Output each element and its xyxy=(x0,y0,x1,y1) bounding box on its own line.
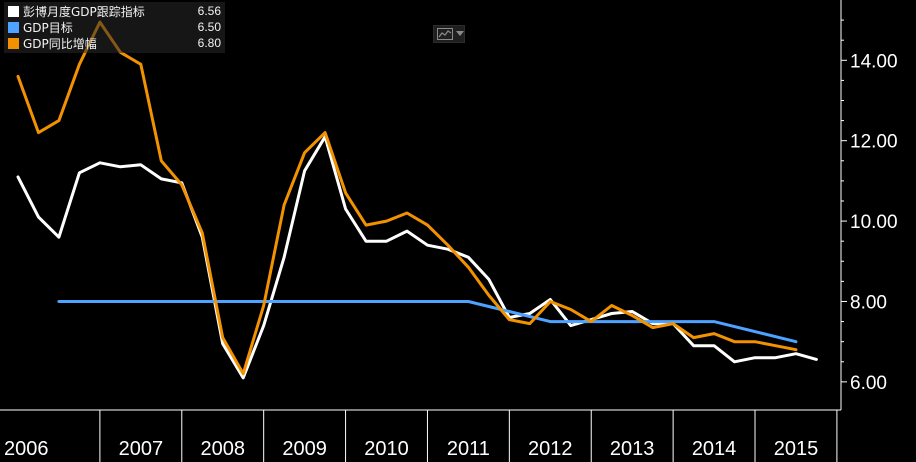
line-chart-icon xyxy=(437,28,453,40)
legend-item-tracker[interactable]: 彭博月度GDP跟踪指标 6.56 xyxy=(8,3,221,19)
legend-swatch-yoy xyxy=(8,37,19,49)
x-tick-label: 2008 xyxy=(200,438,245,460)
y-tick-label: 8.00 xyxy=(850,292,887,313)
legend-item-target[interactable]: GDP目标 6.50 xyxy=(8,19,221,35)
legend-value-yoy: 6.80 xyxy=(197,36,221,50)
legend: 彭博月度GDP跟踪指标 6.56 GDP目标 6.50 GDP同比增幅 6.80 xyxy=(4,2,225,53)
legend-value-tracker: 6.56 xyxy=(197,4,221,18)
legend-label-target: GDP目标 xyxy=(23,20,73,35)
y-tick-label: 14.00 xyxy=(850,51,898,72)
x-tick-label: 2009 xyxy=(282,438,327,460)
x-tick-label: 2014 xyxy=(692,438,737,460)
legend-swatch-target xyxy=(8,21,19,33)
legend-label-yoy: GDP同比增幅 xyxy=(23,36,97,51)
x-tick-label: 2010 xyxy=(364,438,409,460)
x-tick-label: 2013 xyxy=(610,438,655,460)
legend-value-target: 6.50 xyxy=(197,20,221,34)
y-tick-label: 6.00 xyxy=(850,373,887,394)
x-tick-label: 2007 xyxy=(119,438,164,460)
chevron-down-icon xyxy=(456,31,464,36)
legend-swatch-tracker xyxy=(8,5,19,17)
y-tick-label: 10.00 xyxy=(850,212,898,233)
y-tick-label: 12.00 xyxy=(850,132,898,153)
x-tick-label: 2006 xyxy=(4,438,49,460)
legend-item-yoy[interactable]: GDP同比增幅 6.80 xyxy=(8,35,221,51)
x-tick-label: 2012 xyxy=(528,438,573,460)
series-line-0 xyxy=(16,135,818,380)
legend-label-tracker: 彭博月度GDP跟踪指标 xyxy=(23,4,145,19)
x-tick-label: 2015 xyxy=(774,438,819,460)
x-tick-label: 2011 xyxy=(447,438,490,460)
series-line-1 xyxy=(57,300,798,344)
series-line-2 xyxy=(16,20,798,376)
chart-type-button[interactable] xyxy=(433,25,465,43)
